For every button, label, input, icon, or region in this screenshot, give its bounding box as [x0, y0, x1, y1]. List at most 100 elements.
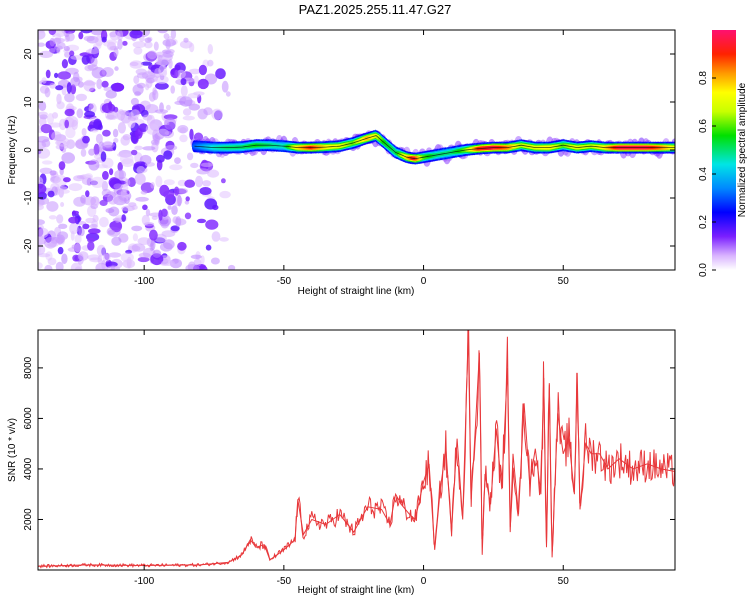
noise-speckle — [151, 215, 158, 220]
noise-speckle — [165, 39, 171, 50]
noise-speckle — [164, 131, 172, 136]
spectrogram-x-tick-label: 50 — [558, 276, 570, 287]
noise-speckle — [39, 167, 53, 174]
snr-y-tick-label: 8000 — [23, 356, 34, 379]
noise-speckle — [48, 30, 56, 36]
noise-speckle — [189, 42, 195, 53]
noise-speckle — [38, 183, 47, 195]
noise-speckle — [38, 245, 42, 255]
noise-speckle — [110, 220, 123, 233]
noise-speckle — [47, 190, 55, 198]
spectrogram-x-tick-label: 0 — [421, 276, 427, 287]
noise-speckle — [142, 204, 148, 211]
noise-speckle — [112, 128, 119, 138]
noise-speckle — [93, 118, 102, 130]
noise-speckle — [75, 140, 81, 146]
noise-speckle — [78, 227, 85, 237]
noise-speckle — [70, 55, 84, 60]
noise-speckle — [141, 214, 150, 226]
noise-speckle — [177, 188, 189, 194]
noise-speckle — [144, 162, 155, 167]
noise-speckle — [179, 96, 193, 107]
noise-speckle — [63, 45, 70, 52]
noise-speckle — [197, 108, 208, 120]
noise-speckle — [115, 110, 125, 121]
noise-speckle — [58, 189, 70, 194]
noise-speckle — [132, 41, 146, 48]
noise-speckle — [63, 177, 71, 183]
noise-speckle — [57, 246, 64, 255]
noise-speckle — [78, 31, 84, 40]
noise-speckle — [150, 139, 159, 145]
noise-speckle — [185, 264, 200, 270]
noise-speckle — [40, 123, 52, 134]
noise-speckle — [90, 30, 105, 36]
noise-speckle — [138, 252, 151, 258]
noise-speckle — [66, 82, 72, 94]
noise-speckle — [57, 71, 71, 80]
colorbar-tick-label: 0.4 — [698, 167, 709, 181]
noise-speckle — [149, 242, 154, 252]
noise-speckle — [87, 238, 96, 243]
noise-speckle — [137, 256, 150, 263]
noise-speckle — [145, 123, 159, 135]
colorbar-bar — [712, 30, 736, 270]
noise-speckle — [136, 72, 149, 79]
noise-speckle — [198, 64, 207, 76]
noise-speckle — [52, 37, 66, 43]
snr-series-line — [38, 330, 675, 569]
noise-speckle — [65, 32, 75, 42]
noise-speckle — [117, 122, 126, 134]
noise-speckle — [48, 215, 57, 220]
noise-speckle — [188, 68, 201, 75]
snr-frame — [37, 329, 676, 571]
noise-speckle — [131, 225, 143, 232]
noise-speckle — [163, 114, 178, 120]
noise-speckle — [60, 202, 65, 207]
noise-speckle — [144, 41, 153, 49]
noise-speckle — [124, 179, 131, 186]
noise-speckle — [130, 97, 139, 106]
noise-speckle — [155, 82, 169, 90]
noise-speckle — [38, 176, 44, 187]
noise-speckle — [99, 199, 108, 206]
noise-speckle — [38, 111, 48, 117]
noise-speckle — [189, 128, 194, 141]
noise-speckle — [96, 244, 106, 257]
spectrogram-y-tick-label: -10 — [23, 190, 34, 205]
noise-speckle — [88, 148, 96, 156]
noise-speckle — [120, 135, 130, 146]
noise-speckle — [39, 30, 45, 34]
noise-speckle — [221, 80, 229, 93]
noise-speckle — [131, 243, 146, 252]
noise-speckle — [131, 204, 138, 210]
noise-speckle — [215, 68, 226, 80]
noise-speckle — [103, 140, 113, 148]
noise-speckle — [133, 75, 140, 84]
noise-speckle — [45, 69, 51, 79]
noise-speckle — [140, 190, 148, 195]
noise-speckle — [140, 61, 153, 66]
noise-speckle — [111, 236, 122, 246]
noise-speckle — [155, 51, 167, 57]
noise-speckle — [38, 262, 43, 269]
noise-speckle — [165, 145, 178, 151]
noise-speckle — [80, 148, 87, 157]
chart-title: PAZ1.2025.255.11.47.G27 — [298, 2, 452, 17]
noise-speckle — [38, 101, 47, 111]
noise-speckle — [180, 78, 187, 86]
noise-speckle — [61, 59, 68, 69]
noise-speckle — [161, 259, 175, 266]
noise-speckle — [107, 193, 119, 205]
noise-speckle — [101, 67, 114, 77]
noise-speckle — [38, 42, 45, 47]
noise-speckle — [210, 257, 220, 265]
noise-speckle — [225, 91, 231, 97]
noise-speckle — [71, 244, 77, 249]
noise-speckle — [177, 194, 182, 207]
noise-speckle — [120, 252, 134, 263]
noise-speckle — [168, 58, 173, 69]
noise-speckle — [132, 233, 138, 242]
noise-speckle — [144, 37, 152, 43]
noise-speckle — [196, 218, 207, 224]
